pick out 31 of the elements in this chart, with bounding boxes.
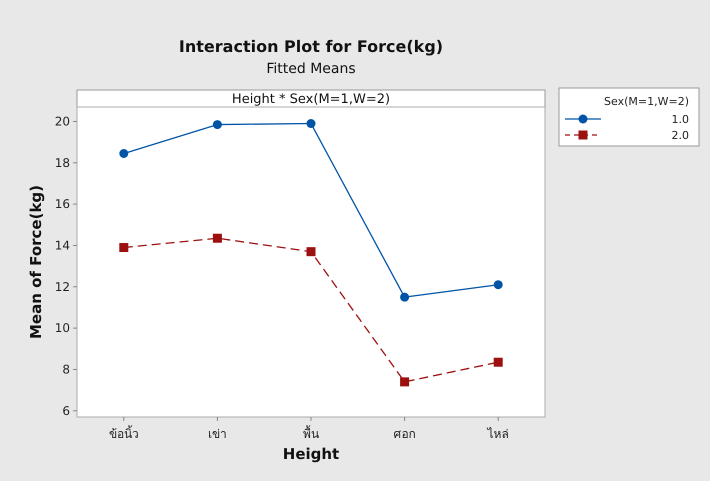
x-tick-label: ข้อนิ้ว [108, 425, 139, 441]
y-tick-label: 6 [62, 404, 70, 418]
x-tick-label: ไหล่ [486, 427, 509, 441]
y-tick-label: 8 [62, 362, 70, 376]
point [212, 234, 222, 243]
text: 1.0 [672, 113, 689, 126]
y-tick-label: 10 [54, 321, 70, 336]
x-axis-title: Height [282, 445, 340, 463]
chart-subtitle: Fitted Means [266, 61, 356, 77]
annotation: Height * Sex(M=1,W=2) [232, 92, 390, 107]
point [494, 280, 503, 290]
point [400, 377, 410, 386]
point [119, 243, 128, 252]
y-tick-label: 20 [54, 114, 70, 128]
text: 2.0 [672, 129, 689, 142]
y-tick-label: 14 [54, 238, 70, 252]
x-tick-label: เข่า [208, 427, 227, 441]
x-tick-label: พื้น [303, 425, 319, 441]
point [212, 120, 222, 130]
y-tick-label: 18 [54, 156, 70, 170]
point [119, 149, 128, 158]
y-tick-label: 12 [54, 280, 70, 294]
chart-title: Interaction Plot for Force(kg) [178, 37, 444, 56]
legend-title: Sex(M=1,W=2) [604, 95, 689, 108]
x-tick-label: ศอก [394, 427, 416, 441]
y-tick-label: 16 [54, 197, 70, 212]
point [306, 119, 316, 128]
point [400, 292, 410, 302]
point [494, 358, 503, 367]
point [306, 247, 316, 256]
y-axis-title: Mean of Force(kg) [27, 184, 45, 340]
